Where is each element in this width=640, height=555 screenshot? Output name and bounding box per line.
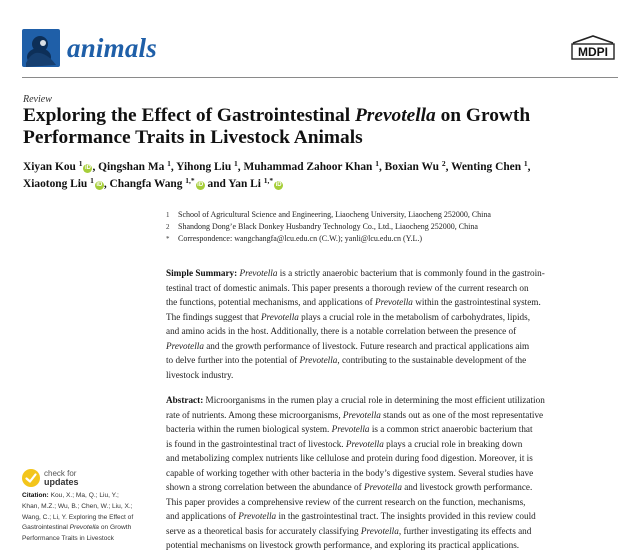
affiliation-item: 2 Shandong Dong’e Black Donkey Husbandry … [166,222,478,231]
mdpi-logo-icon[interactable]: MDPI [568,35,618,61]
summary-line: Prevotella and the growth performance of… [166,340,530,351]
orcid-icon[interactable]: iD [195,181,205,190]
citation-line: Wang, C.; Li, Y. Exploring the Effect of [22,513,134,521]
abstract-line: shown a strong correlation between the a… [166,482,533,492]
abstract: Abstract: Microorganisms in the rumen pl… [166,393,616,553]
citation-line: Performance Traits in Livestock [22,535,114,543]
summary-line: to delve further into the potential of P… [166,355,527,365]
summary-line: and amino acids in the host. Additionall… [166,326,517,336]
title-genus: Prevotella [354,105,436,126]
summary-line: testinal tract of domestic animals. This… [166,282,529,293]
title-line-2: Performance Traits in Livestock Animals [23,127,363,148]
author-line-1: Xiyan Kou 1 iD, Qingshan Ma 1, Yihong Liu… [23,159,531,173]
abstract-line: serve as a theoretical basis for accurat… [166,525,532,536]
journal-logo[interactable]: animals [22,29,157,67]
abstract-label: Abstract: [166,395,204,405]
check-for-label: check for [44,469,77,478]
check-for-updates-icon [22,469,40,487]
updates-label: updates [44,477,79,487]
article-title: Exploring the Effect of Gastrointestinal… [23,105,623,149]
affiliation-item: 1 School of Agricultural Science and Engi… [166,210,491,219]
citation-line: Gastrointestinal Prevotella on Growth [22,524,132,532]
summary-line: the functions, potential mechanisms, and… [166,297,541,307]
abstract-line: capable of working together with other b… [166,467,534,478]
journal-name: animals [67,32,157,63]
simple-summary-label: Simple Summary: [166,268,238,278]
orcid-icon[interactable]: iD [274,181,284,190]
citation-label: Citation: [22,492,49,499]
summary-line: The findings suggest that Prevotella pla… [166,311,531,322]
publisher-name: MDPI [578,45,608,59]
check-for-updates-button[interactable]: check for updates [21,468,79,488]
abstract-line: is found in the gastrointestinal tract o… [166,438,523,449]
correspondence: * Correspondence: wangchangfa@lcu.edu.cn … [166,234,422,243]
abstract-line: This paper provides a comprehensive revi… [166,496,526,507]
citation: Citation: Kou, X.; Ma, Q.; Liu, Y.; Khan… [22,491,160,545]
article-type: Review [23,94,52,105]
summary-line: Simple Summary: Prevotella is a strictly… [166,268,545,278]
summary-line: livestock industry. [166,369,234,380]
abstract-line: bacteria within the rumen biological sys… [166,424,533,434]
abstract-line: and metabolizing complex nutrients like … [166,453,533,463]
citation-line: Citation: Kou, X.; Ma, Q.; Liu, Y.; [22,492,119,499]
author-list: Xiyan Kou 1 iD, Qingshan Ma 1, Yihong Liu… [23,159,623,193]
simple-summary: Simple Summary: Prevotella is a strictly… [166,266,616,382]
title-line-1: Exploring the Effect of Gastrointestinal… [23,105,531,126]
affiliations: 1 School of Agricultural Science and Engi… [166,209,491,245]
animals-logo-icon [22,29,60,67]
orcid-icon[interactable]: iD [83,164,93,173]
abstract-line: and applications of Prevotella in the ga… [166,511,536,521]
author-line-2: Xiaotong Liu 1 iD, Changfa Wang 1,* iD and… [23,176,284,190]
orcid-icon[interactable]: iD [94,181,104,190]
abstract-line: Abstract: Microorganisms in the rumen pl… [166,395,545,405]
citation-line: Khan, M.Z.; Wu, B.; Chen, W.; Liu, X.; [22,502,133,510]
abstract-line: potential mechanisms on livestock growth… [166,540,520,550]
abstract-line: rate of nutrients. Among these microorga… [166,409,544,420]
header-divider [22,77,618,78]
